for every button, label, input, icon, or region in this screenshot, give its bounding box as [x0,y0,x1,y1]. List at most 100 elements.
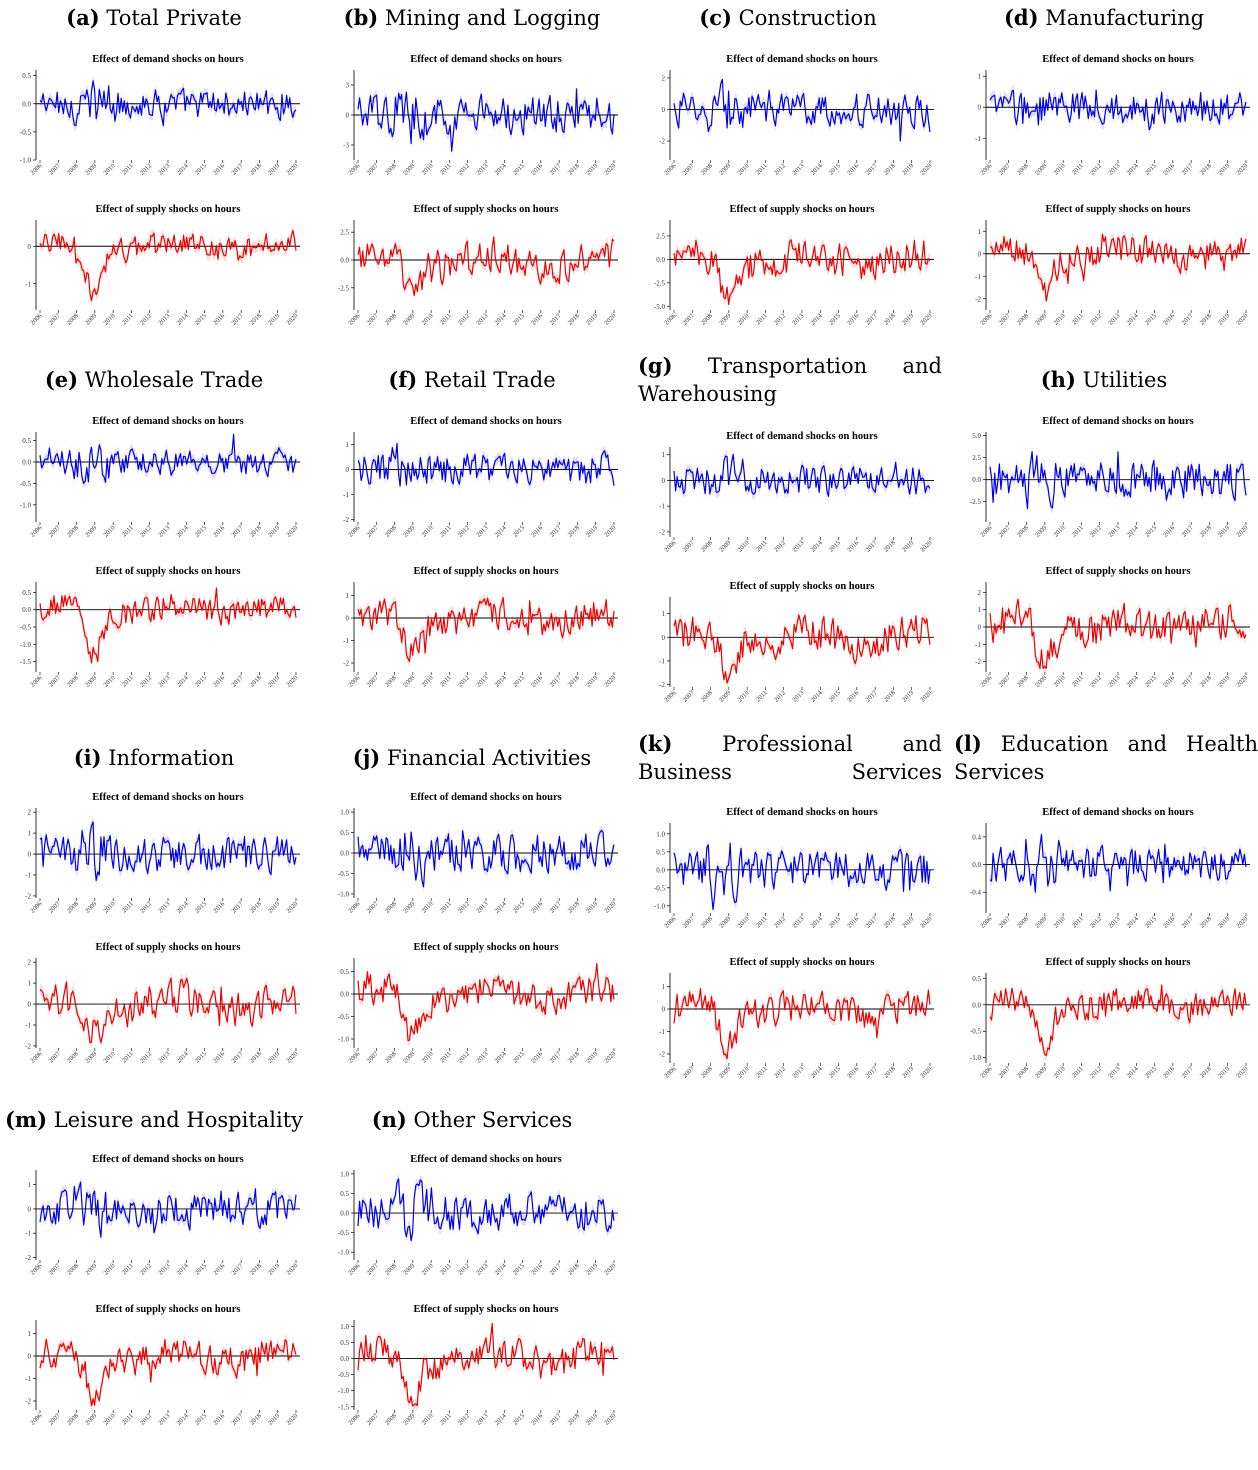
demand-y-tick-label: -0.5 [338,1229,350,1237]
demand-x-tick-label: 2009 [718,915,732,929]
supply-x-tick-label: 2020 [285,312,299,326]
demand-y-tick-label: -1.0 [20,157,32,165]
supply-confidence-band [40,225,296,307]
supply-x-tick-label: 2011 [439,1412,453,1426]
supply-title: Effect of supply shocks on hours [96,204,241,215]
panel-label: (d) [1003,5,1039,30]
supply-x-tick-label: 2013 [791,312,805,326]
supply-x-tick-label: 2006 [347,1050,362,1065]
supply-y-tick-label: 0 [28,243,32,251]
panel-title: Information [108,746,235,770]
supply-x-tick-label: 2020 [603,312,617,326]
demand-x-tick-label: 2006 [347,900,362,915]
demand-series-line [357,88,615,152]
demand-y-tick-label: -1 [343,491,349,499]
demand-x-tick-label: 2014 [176,524,191,539]
demand-x-tick-label: 2018 [1199,162,1213,176]
supply-title: Effect of supply shocks on hours [414,1304,559,1315]
panel-f-charts: Effect of demand shocks on hours -2 -1 0 1 20… [343,416,618,689]
supply-series-line [357,596,615,663]
supply-plot: Effect of supply shocks on hours -1.0 -0.5… [338,942,618,1065]
demand-x-tick-label: 2009 [718,162,732,176]
demand-y-tick-label: 2 [662,74,666,82]
demand-confidence-band [674,449,930,502]
supply-x-tick-label: 2017 [548,1412,563,1427]
demand-y-tick-label: 0.0 [340,1210,349,1218]
demand-x-tick-label: 2009 [1034,162,1048,176]
demand-y-tick-label: 0.4 [972,833,981,841]
demand-x-tick-label: 2010 [420,1262,434,1276]
supply-y-tick-label: 1 [662,983,666,991]
demand-x-tick-label: 2015 [1144,524,1158,538]
supply-x-tick-label: 2006 [29,312,44,327]
demand-x-tick-label: 2014 [494,162,509,177]
panel-label: (h) [1040,367,1076,392]
supply-x-tick-label: 2014 [810,312,825,327]
supply-title: Effect of supply shocks on hours [1046,566,1191,577]
supply-y-tick-label: -1 [659,1028,665,1036]
panel-caption: (m) Leisure and Hospitality [0,1106,308,1134]
demand-x-tick-label: 2017 [230,1262,245,1277]
demand-y-tick-label: 0.0 [22,100,31,108]
supply-y-tick-label: 0.5 [972,975,981,983]
demand-x-tick-label: 2020 [919,539,933,553]
demand-x-tick-label: 2019 [1217,524,1231,538]
supply-x-tick-label: 2007 [682,312,697,327]
demand-y-tick-label: -0.5 [338,870,350,878]
demand-x-tick-label: 2019 [901,162,915,176]
supply-x-tick-label: 2011 [1071,312,1085,326]
panel-caption: (l) Education and Health Services [954,730,1258,786]
demand-x-tick-label: 2012 [1089,162,1103,176]
demand-y-tick-label: 0.5 [656,848,665,856]
demand-x-tick-label: 2018 [249,524,263,538]
demand-title: Effect of demand shocks on hours [92,416,243,427]
supply-x-tick-label: 2015 [828,312,842,326]
panel-title: Manufacturing [1045,6,1205,30]
demand-y-tick-label: -1 [25,871,31,879]
demand-y-tick-label: -1.0 [654,902,666,910]
demand-title: Effect of demand shocks on hours [1042,416,1193,427]
demand-x-tick-label: 2006 [979,162,994,177]
supply-y-tick-label: 0 [28,1353,32,1361]
supply-y-tick-label: 0 [662,1006,666,1014]
supply-y-tick-label: 1 [346,592,350,600]
supply-y-tick-label: -0.5 [970,1028,982,1036]
demand-y-tick-label: 2 [28,809,32,817]
demand-x-tick-label: 2011 [439,900,453,914]
demand-series-line [989,833,1247,893]
supply-x-tick-label: 2017 [230,674,245,689]
demand-x-tick-label: 2013 [791,915,805,929]
demand-y-tick-label: -2 [25,1254,31,1262]
demand-y-tick-label: -0.4 [970,889,982,897]
supply-title: Effect of supply shocks on hours [414,204,559,215]
supply-plot: Effect of supply shocks on hours -1.5 -1.0… [338,1304,618,1427]
supply-x-tick-label: 2020 [285,1412,299,1426]
demand-series-line [357,442,615,487]
demand-x-tick-label: 2009 [84,900,98,914]
supply-x-tick-label: 2009 [402,674,416,688]
demand-y-tick-label: 1 [662,451,666,459]
demand-y-tick-label: 1.0 [340,809,349,817]
supply-x-tick-label: 2014 [494,1412,509,1427]
panel-a-charts: Effect of demand shocks on hours -1.0 -0.5… [20,54,300,327]
panel-label: (a) [66,5,100,30]
supply-y-tick-label: -2 [975,658,981,666]
demand-y-tick-label: -2 [343,516,349,524]
supply-title: Effect of supply shocks on hours [96,1304,241,1315]
supply-x-tick-label: 2017 [548,674,563,689]
supply-x-tick-label: 2010 [420,312,434,326]
supply-y-tick-label: 1 [662,610,666,618]
panel-label: (n) [371,1107,407,1132]
supply-x-tick-label: 2009 [402,1050,416,1064]
supply-plot: Effect of supply shocks on hours -2 -1 0 1 20… [659,581,934,704]
demand-title: Effect of demand shocks on hours [92,792,243,803]
supply-x-tick-label: 2014 [176,312,191,327]
demand-y-tick-label: -2.5 [970,498,982,506]
demand-x-tick-label: 2017 [1180,915,1195,930]
panel-g-charts: Effect of demand shocks on hours -2 -1 0 1 20… [659,431,934,704]
demand-x-tick-label: 2006 [29,162,44,177]
demand-x-tick-label: 2008 [700,915,714,929]
supply-plot: Effect of supply shocks on hours -1 0 2006 2… [25,204,300,327]
supply-y-tick-label: 0.5 [340,1339,349,1347]
supply-x-tick-label: 2018 [249,674,263,688]
